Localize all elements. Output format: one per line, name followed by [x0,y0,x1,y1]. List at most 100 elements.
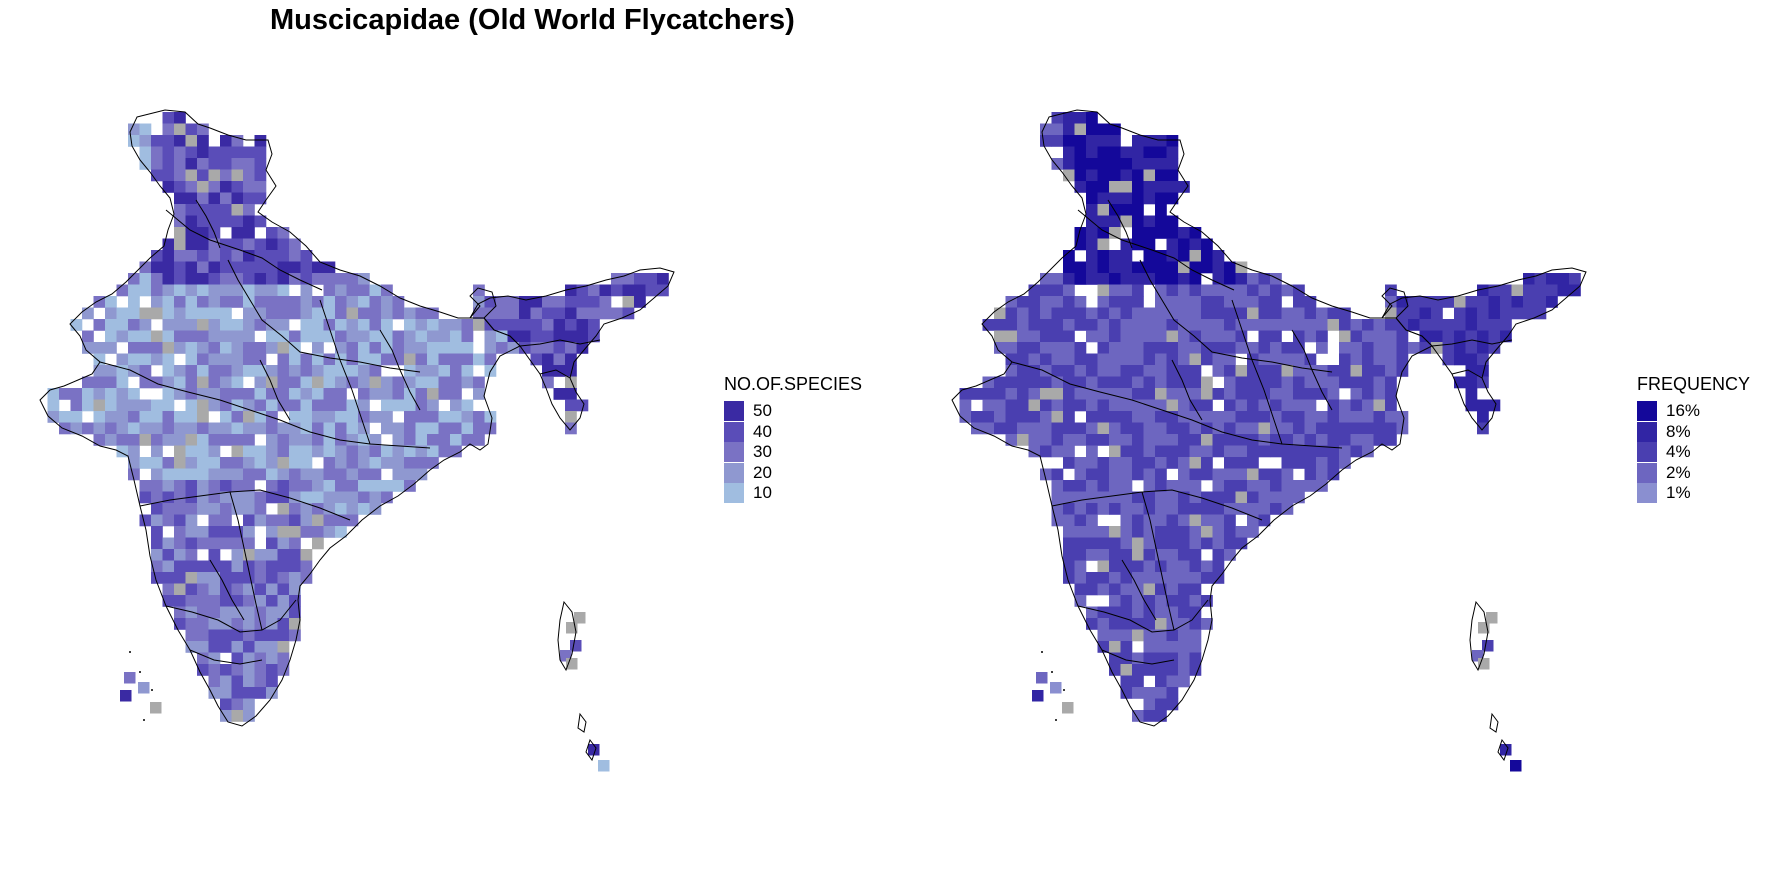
grid-cell [1293,330,1305,343]
grid-cell [1086,365,1098,377]
grid-cell [1212,480,1225,492]
grid-cell [1362,422,1374,435]
grid-cell [185,480,198,492]
grid-cell [1120,480,1133,492]
grid-cell [1097,434,1110,446]
grid-cell [231,296,244,308]
grid-cell [208,296,221,308]
grid-cell [162,135,175,147]
legend-item: 16% [1637,401,1750,422]
grid-cell [174,227,186,239]
grid-cell [392,330,405,343]
grid-cell [1132,491,1144,504]
grid-cell [1224,434,1236,446]
grid-cell [1143,319,1156,331]
grid-cell [1258,480,1271,492]
grid-cell [1316,411,1328,423]
grid-cell [197,319,209,331]
grid-cell [162,146,175,159]
grid-cell [461,342,474,354]
grid-cell [1120,284,1133,297]
grid-cell [266,491,278,504]
state-boundary [139,489,351,521]
grid-cell [151,353,163,366]
grid-cell [553,307,566,320]
grid-cell [151,296,163,308]
grid-cell [289,388,301,400]
grid-cell [266,583,278,596]
grid-cell [185,192,198,205]
state-boundary [1431,339,1513,347]
legend-label: 40 [753,421,772,441]
grid-cell [323,261,336,274]
grid-cell [1224,376,1236,389]
grid-cell [1109,261,1121,274]
grid-cell [197,307,209,320]
grid-cell [346,365,359,377]
grid-cell [1270,273,1282,285]
grid-cell [415,399,428,412]
grid-cell [346,411,359,423]
grid-cell [197,365,209,377]
grid-cell [645,284,658,297]
grid-cell [1155,307,1167,320]
grid-cell [1074,158,1087,170]
grid-cell [1247,411,1259,423]
grid-cell [277,307,290,320]
grid-cell [208,238,221,251]
grid-cell [1212,388,1225,400]
grid-cell [243,652,255,665]
grid-cell [208,365,221,377]
grid-cell [1258,342,1271,354]
grid-cell [1201,296,1213,308]
grid-cell [220,319,232,331]
grid-cell [185,273,198,285]
grid-cell [588,284,600,297]
grid-cell [553,330,566,343]
grid-cell [174,595,186,607]
grid-cell [1327,388,1340,400]
grid-cell [151,434,163,446]
grid-cell [1178,342,1190,354]
legend-label: 1% [1666,483,1691,503]
grid-cell [116,434,129,446]
grid-cell [1166,664,1179,676]
grid-cell [1063,330,1075,343]
grid-cell [300,284,313,297]
grid-cell [1155,261,1167,274]
grid-cell [174,342,186,354]
grid-cell [1339,319,1351,331]
grid-cell [243,457,255,469]
grid-cell [369,491,382,504]
grid-cell [231,388,244,400]
grid-cell [1166,319,1179,331]
grid-cell [346,330,359,343]
grid-cell [1396,307,1409,320]
grid-cell [1396,330,1409,343]
grid-cell [93,319,106,331]
grid-cell [358,491,370,504]
grid-cell [1005,353,1018,366]
grid-cell [1224,296,1236,308]
grid-cell [185,537,198,550]
grid-cell [346,422,359,435]
grid-cell [1270,480,1282,492]
grid-cell [1028,422,1041,435]
grid-cell [162,330,175,343]
grid-cell [1143,595,1156,607]
grid-cell [243,192,255,205]
grid-cell [312,537,324,550]
grid-cell [197,572,209,584]
grid-cell [243,284,255,297]
grid-cell [1143,422,1156,435]
grid-cell [519,296,531,308]
grid-cell [174,606,186,619]
grid-cell [1281,468,1294,481]
grid-cell [1385,342,1397,354]
grid-cell [220,204,232,216]
grid-cell [1201,388,1213,400]
grid-cell [174,572,186,584]
grid-cell [1431,296,1443,308]
grid-cell [1028,445,1041,458]
grid-cell [1040,353,1052,366]
